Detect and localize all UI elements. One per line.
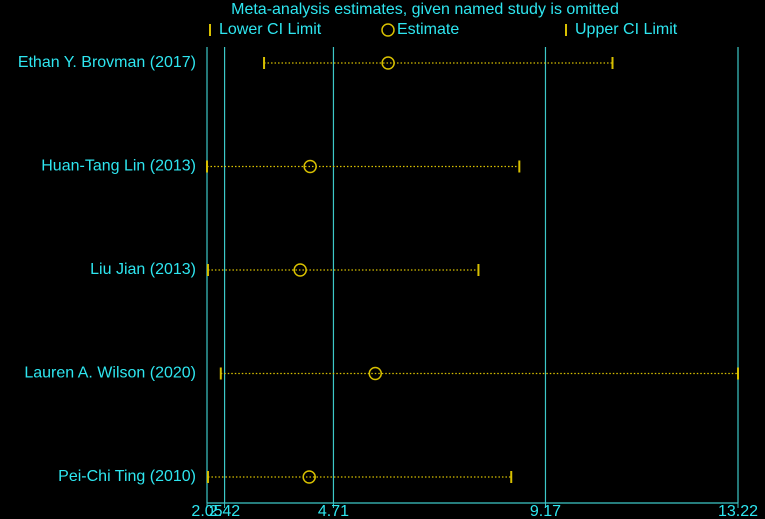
estimate xyxy=(293,263,307,277)
legend-label: Upper CI Limit xyxy=(575,21,678,38)
estimate xyxy=(302,470,316,484)
chart-title: Meta-analysis estimates, given named stu… xyxy=(231,1,619,18)
x-tick-label: 9.17 xyxy=(530,503,561,519)
legend-symbol xyxy=(381,23,395,37)
y-tick-label: Huan-Tang Lin (2013) xyxy=(41,158,196,175)
legend-label: Lower CI Limit xyxy=(219,21,322,38)
y-tick-label: Ethan Y. Brovman (2017) xyxy=(18,54,196,71)
estimate xyxy=(368,366,383,381)
y-tick-label: Pei-Chi Ting (2010) xyxy=(58,468,196,485)
x-tick-label: 2.05 xyxy=(191,503,222,519)
x-tick-label: 4.71 xyxy=(318,503,349,519)
estimate xyxy=(381,56,395,70)
x-tick-label: 13.22 xyxy=(718,503,758,519)
estimate xyxy=(303,159,317,174)
legend-label: Estimate xyxy=(397,21,459,38)
x-tick-label: 2.42 xyxy=(209,503,240,519)
y-tick-label: Liu Jian (2013) xyxy=(90,261,196,278)
y-tick-label: Lauren A. Wilson (2020) xyxy=(24,365,196,382)
